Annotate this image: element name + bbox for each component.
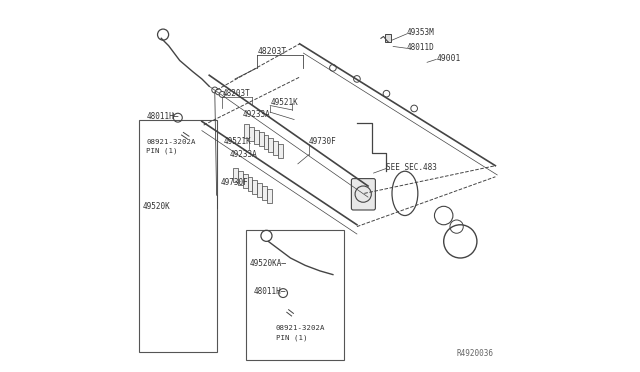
Circle shape xyxy=(353,76,360,82)
Text: 49001: 49001 xyxy=(436,54,461,63)
Text: PIN (1): PIN (1) xyxy=(147,148,178,154)
Text: 49520KA—: 49520KA— xyxy=(250,259,287,268)
Bar xyxy=(249,126,254,141)
Bar xyxy=(267,189,271,203)
Circle shape xyxy=(220,92,225,97)
Text: SEE SEC.483: SEE SEC.483 xyxy=(387,163,437,172)
Text: 49353M: 49353M xyxy=(407,28,435,37)
Bar xyxy=(273,141,278,155)
Text: PIN (1): PIN (1) xyxy=(276,334,307,341)
Bar xyxy=(254,129,259,144)
Bar xyxy=(233,168,238,182)
Bar xyxy=(278,144,283,158)
Circle shape xyxy=(383,90,390,97)
Text: 48011D: 48011D xyxy=(407,43,435,52)
Text: 48011H—: 48011H— xyxy=(253,287,286,296)
Bar xyxy=(262,186,267,200)
Bar xyxy=(264,135,268,150)
Bar xyxy=(259,132,264,147)
Text: R4920036: R4920036 xyxy=(456,350,493,359)
Circle shape xyxy=(216,89,221,95)
FancyBboxPatch shape xyxy=(246,230,344,359)
Bar xyxy=(238,171,243,185)
Text: 48203T: 48203T xyxy=(257,47,287,56)
FancyBboxPatch shape xyxy=(351,179,376,210)
Text: 08921-3202A: 08921-3202A xyxy=(147,139,196,145)
Text: 48203T: 48203T xyxy=(222,89,250,98)
Text: 49233A: 49233A xyxy=(243,109,270,119)
Text: 49730F: 49730F xyxy=(309,137,337,146)
Bar xyxy=(252,180,257,194)
Bar xyxy=(268,138,273,153)
Text: 49233A: 49233A xyxy=(230,150,257,159)
Bar xyxy=(385,34,391,42)
Bar xyxy=(248,177,252,191)
Circle shape xyxy=(212,87,218,93)
Text: 49521K: 49521K xyxy=(224,137,252,146)
FancyBboxPatch shape xyxy=(139,119,216,352)
Text: 08921-3202A: 08921-3202A xyxy=(276,325,325,331)
Bar xyxy=(244,124,249,138)
Circle shape xyxy=(411,105,417,112)
Bar xyxy=(243,174,248,188)
Text: 49520K: 49520K xyxy=(143,202,170,211)
Text: 49730F: 49730F xyxy=(220,178,248,187)
Circle shape xyxy=(330,64,336,71)
Bar xyxy=(257,183,262,197)
Text: 49521K: 49521K xyxy=(270,99,298,108)
Text: 48011H—: 48011H— xyxy=(147,112,179,121)
